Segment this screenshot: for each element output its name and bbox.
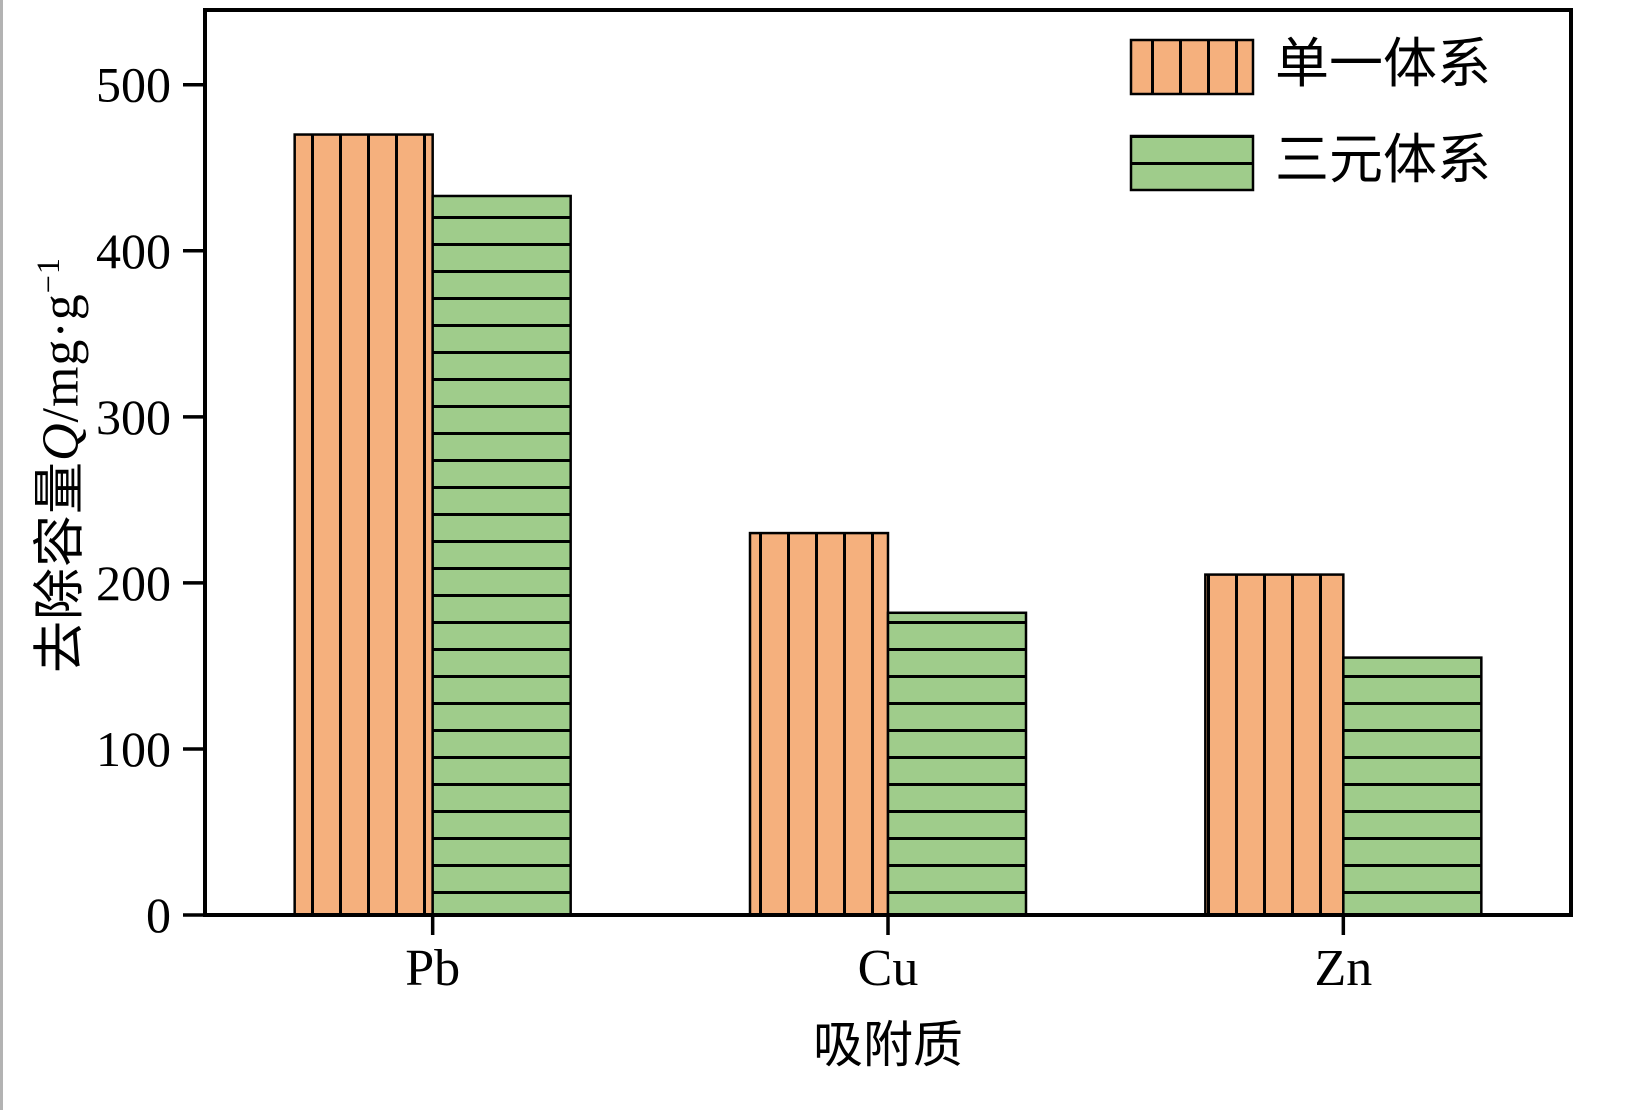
legend-swatch-series2 (1129, 134, 1255, 192)
bar-cu-series1 (748, 531, 890, 917)
y-axis-label-symbol: Q (32, 422, 90, 462)
plot-frame (203, 8, 1573, 917)
bar-pb-series2 (431, 194, 572, 917)
y-tick-label: 500 (96, 57, 171, 113)
y-tick-label: 300 (96, 389, 171, 445)
y-tick-label: 0 (146, 887, 171, 943)
bar-zn-series1 (1204, 573, 1345, 917)
x-tick-label-cu: Cu (858, 940, 919, 997)
x-tick-label-zn: Zn (1314, 940, 1372, 997)
y-tick-label: 100 (96, 721, 171, 777)
y-axis-label-superscript: −1 (30, 256, 67, 294)
legend-label-series1: 单一体系 (1275, 34, 1491, 94)
legend-label-series2: 三元体系 (1275, 130, 1491, 190)
y-tick-label: 200 (96, 555, 171, 611)
x-axis-label: 吸附质 (813, 1017, 963, 1073)
y-axis-label: 去除容量Q/mg·g−1 (18, 257, 93, 673)
bar-zn-series2 (1342, 656, 1483, 917)
y-axis-label-prefix: 去除容量 (32, 461, 90, 674)
y-tick-label: 400 (96, 223, 171, 279)
x-tick-label-pb: Pb (405, 940, 460, 997)
bar-pb-series1 (293, 133, 434, 917)
bar-cu-series2 (886, 611, 1028, 917)
y-axis-label-unit: /mg·g (32, 293, 90, 423)
legend-swatch-series1 (1129, 38, 1255, 96)
